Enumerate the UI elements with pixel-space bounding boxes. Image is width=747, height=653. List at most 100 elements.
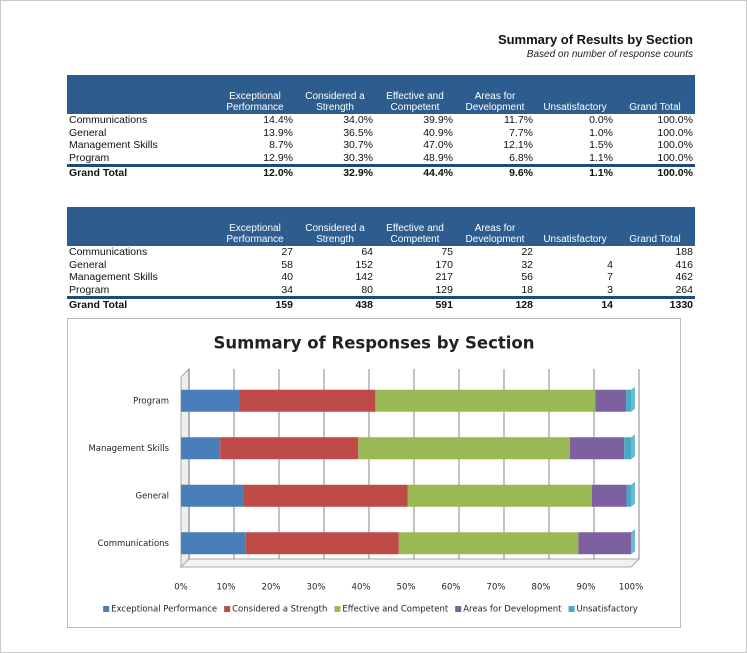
cell: 0.0% <box>589 114 613 127</box>
cell: 11.7% <box>504 114 533 127</box>
row-label: Management Skills <box>69 139 158 152</box>
cell: 7.7% <box>509 126 533 139</box>
cell: 58 <box>281 258 293 271</box>
header-cell: Effective and Competent <box>375 207 455 246</box>
data-row: Program 34 80 129 18 3 264 <box>67 283 695 299</box>
header-cell: Considered a Strength <box>295 207 375 246</box>
cell <box>535 246 615 259</box>
cell: 159 <box>275 299 293 312</box>
header-cell: Areas for Development <box>455 207 535 246</box>
y-tick-label: Communications <box>98 539 170 549</box>
row-label: Program <box>67 151 215 167</box>
bar-segment <box>243 484 408 507</box>
x-tick-label: 90% <box>577 583 596 593</box>
legend-swatch <box>103 606 110 612</box>
cell: 30.7% <box>343 139 373 152</box>
cell: 12.0% <box>263 167 293 180</box>
bar-segment <box>220 437 359 460</box>
cell: 188 <box>675 246 693 259</box>
bar-segment <box>569 437 625 460</box>
bar-segment <box>407 484 592 507</box>
cell: 4 <box>607 258 613 271</box>
bar-segment <box>181 437 221 460</box>
chart: Summary of Responses by Section 0% 10% 20%… <box>88 334 643 615</box>
legend-label: Considered a Strength <box>232 605 327 615</box>
row-label: Management Skills <box>69 271 158 284</box>
cell: 75 <box>441 246 453 259</box>
x-tick-label: 80% <box>532 583 551 593</box>
cell: 128 <box>515 299 533 312</box>
cell: 100.0% <box>657 126 693 139</box>
bar-segment <box>398 532 579 555</box>
cell: 100.0% <box>657 167 693 180</box>
cell: 152 <box>355 258 373 271</box>
bar-segment <box>591 484 627 507</box>
cell: 1.0% <box>589 126 613 139</box>
header-cell: Effective and Competent <box>375 75 455 114</box>
x-tick-label: 30% <box>307 583 326 593</box>
report-title: Summary of Results by Section <box>497 32 693 47</box>
percent-table: Exceptional Performance Considered a Stre… <box>67 75 695 180</box>
cell: 3 <box>535 283 615 299</box>
data-row: General 13.9% 36.5% 40.9% 7.7% 1.0% 100.0% <box>67 127 695 140</box>
row-label: General <box>69 126 107 139</box>
cell: 1.5% <box>589 139 613 152</box>
cell: 30.3% <box>295 151 375 167</box>
cell: 40 <box>281 271 293 284</box>
cell: 9.6% <box>509 167 533 180</box>
header-cell: Exceptional Performance <box>215 207 295 246</box>
cell: 100.0% <box>657 114 693 127</box>
header-row: Exceptional Performance Considered a Stre… <box>67 75 695 114</box>
cell: 64 <box>361 246 373 259</box>
row-label: Program <box>67 283 215 299</box>
y-tick-label: Management Skills <box>88 444 169 454</box>
header-cell: Exceptional Performance <box>215 75 295 114</box>
cell: 438 <box>355 299 373 312</box>
cell: 22 <box>521 246 533 259</box>
legend-swatch <box>334 606 341 612</box>
data-row: Program 12.9% 30.3% 48.9% 6.8% 1.1% 100.0% <box>67 151 695 167</box>
x-tick-label: 20% <box>262 583 281 593</box>
cell: 100.0% <box>657 139 693 152</box>
bar-segment <box>181 389 240 412</box>
row-label: Communications <box>69 246 148 259</box>
header-row: Exceptional Performance Considered a Stre… <box>67 207 695 246</box>
header-cell <box>67 207 215 246</box>
cell: 12.1% <box>503 139 533 152</box>
y-tick-label: Program <box>133 396 169 406</box>
header-cell: Grand Total <box>615 207 695 246</box>
cell: 48.9% <box>375 151 455 167</box>
cell: 27 <box>281 246 293 259</box>
cell: 44.4% <box>423 167 453 180</box>
count-table: Exceptional Performance Considered a Stre… <box>67 207 695 312</box>
legend-label: Unsatisfactory <box>577 605 638 615</box>
header-cell: Considered a Strength <box>295 75 375 114</box>
cell: 32 <box>521 258 533 271</box>
x-tick-label: 10% <box>217 583 236 593</box>
bar-segment <box>578 532 631 555</box>
bar-side <box>631 481 635 507</box>
x-tick-label: 0% <box>174 583 188 593</box>
cell: 129 <box>375 283 455 299</box>
bar-segment <box>624 437 631 460</box>
cell: 170 <box>435 258 453 271</box>
cell: 1330 <box>669 299 693 312</box>
bar-segment <box>181 532 246 555</box>
bar-segment <box>375 389 596 412</box>
cell: 56 <box>521 271 533 284</box>
bar-segment <box>245 532 399 555</box>
header-cell: Unsatisfactory <box>535 75 615 114</box>
cell: 40.9% <box>423 126 453 139</box>
bar-segment <box>595 389 627 412</box>
report-subtitle: Based on number of response counts <box>526 49 693 60</box>
row-label: Communications <box>69 114 148 127</box>
header-cell: Unsatisfactory <box>535 207 615 246</box>
cell: 80 <box>295 283 375 299</box>
chart-container: Summary of Responses by Section 0% 10% 20%… <box>67 318 681 628</box>
legend-swatch <box>224 606 231 612</box>
row-label: General <box>69 258 107 271</box>
cell: 39.9% <box>423 114 453 127</box>
cell: 1.1% <box>589 167 613 180</box>
cell: 32.9% <box>343 167 373 180</box>
